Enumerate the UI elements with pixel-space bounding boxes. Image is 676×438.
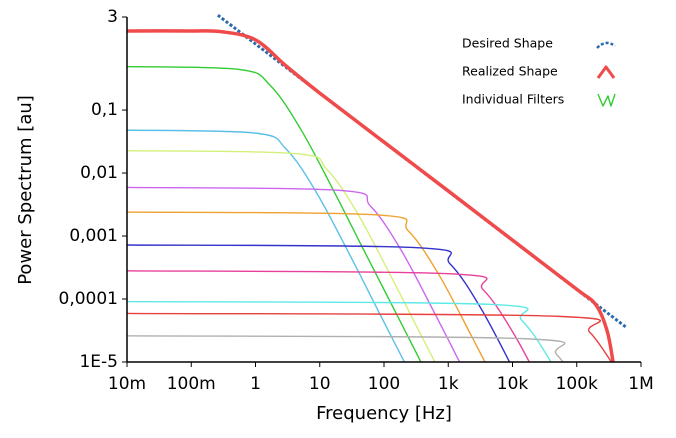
filter-line <box>127 211 486 362</box>
x-tick-label: 100k <box>556 374 598 394</box>
legend-label: Desired Shape <box>462 36 553 51</box>
y-tick-label: 1E-5 <box>79 352 118 372</box>
filter-line <box>127 186 461 362</box>
legend-swatch <box>596 41 616 49</box>
filter-line <box>127 300 552 362</box>
y-axis-title: Power Spectrum [au] <box>15 95 36 285</box>
x-tick-label: 1 <box>250 374 261 394</box>
filter-line <box>127 312 613 362</box>
filter-line <box>127 335 566 362</box>
legend-swatch <box>596 65 616 79</box>
realized-line <box>127 29 615 362</box>
x-axis-title: Frequency [Hz] <box>316 403 452 424</box>
y-tick-label: 3 <box>107 7 118 27</box>
x-tick-label: 100m <box>167 374 216 394</box>
y-tick-label: 0,0001 <box>59 289 118 309</box>
y-tick-label: 0,1 <box>91 100 118 120</box>
y-tick-label: 0,001 <box>69 226 118 246</box>
legend-swatch <box>597 93 616 107</box>
filter-line <box>127 65 422 362</box>
legend-label: Realized Shape <box>462 64 558 79</box>
legend-label: Individual Filters <box>462 92 564 107</box>
filter-line <box>127 244 511 362</box>
x-tick-label: 10k <box>497 374 529 394</box>
filter-line <box>127 129 406 362</box>
filter-line <box>127 270 531 362</box>
x-tick-label: 1M <box>628 374 653 394</box>
y-tick-label: 0,01 <box>80 163 118 183</box>
x-tick-label: 10m <box>108 374 146 394</box>
x-tick-label: 100 <box>368 374 400 394</box>
x-tick-label: 10 <box>309 374 331 394</box>
x-tick-label: 1k <box>438 374 459 394</box>
plot-area <box>127 14 628 362</box>
